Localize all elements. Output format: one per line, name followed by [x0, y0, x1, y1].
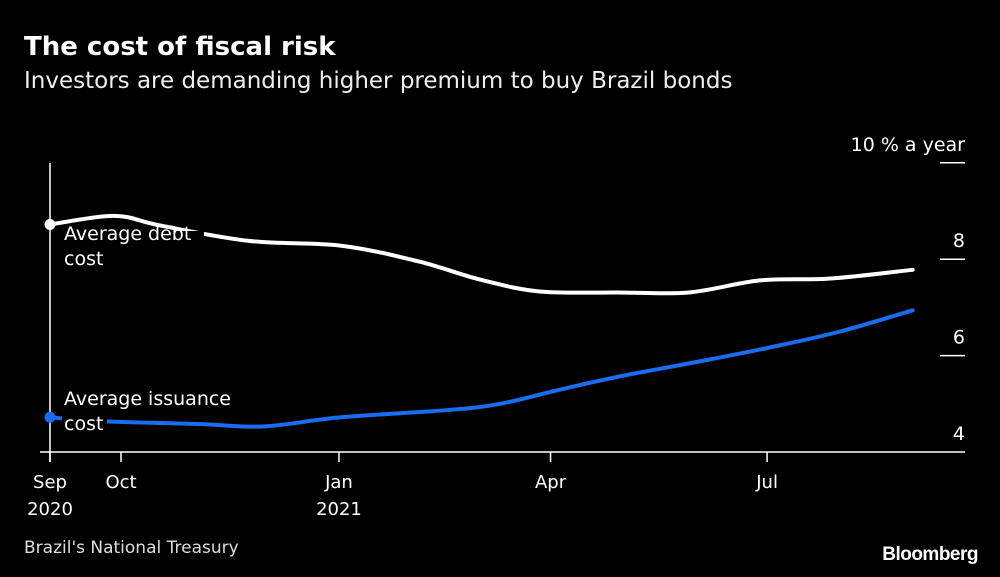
series-label: cost — [64, 248, 103, 270]
x-tick-sublabel: 2021 — [316, 499, 362, 520]
label-mask — [62, 231, 204, 251]
y-tick-label: 10 % a year — [851, 134, 966, 156]
series-line-issuance — [48, 308, 915, 429]
x-tick-sublabel: 2020 — [27, 499, 73, 520]
x-tick-label: Jul — [755, 472, 778, 493]
x-tick-label: Sep — [33, 472, 67, 493]
source-note: Brazil's National Treasury — [24, 538, 239, 558]
y-tick-label: 8 — [953, 230, 965, 252]
series-line-debt — [48, 213, 915, 296]
series-label: cost — [64, 413, 103, 435]
series-start-marker — [44, 411, 56, 423]
series-start-marker — [44, 218, 56, 230]
series-label: Average debt — [64, 223, 191, 245]
series-label: Average issuance — [64, 388, 231, 410]
label-mask — [62, 415, 107, 435]
y-tick-label: 6 — [953, 327, 965, 349]
x-tick-label: Jan — [324, 472, 353, 493]
chart-title: The cost of fiscal risk — [24, 32, 336, 62]
bloomberg-logo: Bloomberg — [882, 544, 978, 565]
x-tick-label: Oct — [105, 472, 136, 493]
y-tick-label: 4 — [953, 423, 965, 445]
chart-subtitle: Investors are demanding higher premium t… — [24, 68, 733, 94]
x-tick-label: Apr — [535, 472, 567, 493]
